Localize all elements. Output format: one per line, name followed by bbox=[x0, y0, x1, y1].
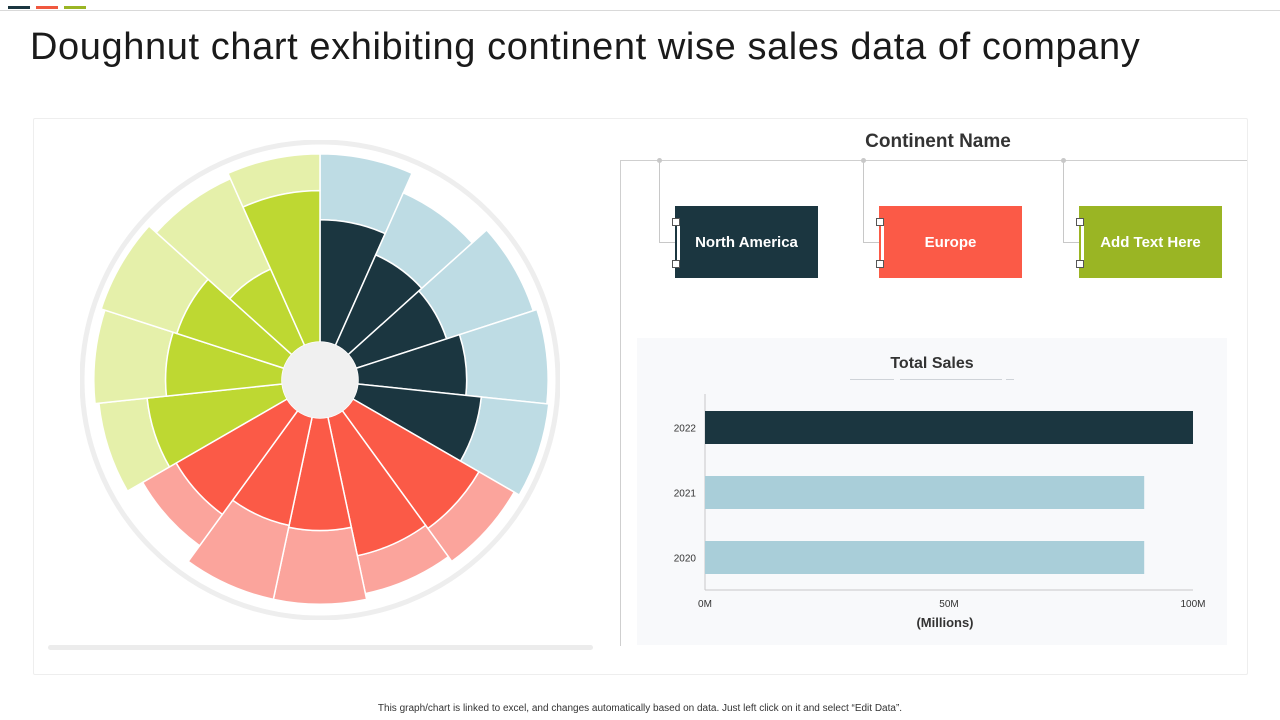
top-accent-bar bbox=[0, 0, 100, 10]
accent-green bbox=[64, 6, 86, 9]
legend-title: Continent Name bbox=[865, 131, 1011, 152]
chart-panel bbox=[33, 118, 1248, 675]
x-tick-label-2: 100M bbox=[1180, 599, 1205, 610]
legend-item-north-america[interactable]: North America bbox=[672, 206, 818, 278]
legend-connector-3 bbox=[1061, 158, 1080, 243]
selection-handle-bottom[interactable] bbox=[1076, 260, 1084, 268]
legend-label-north-america: North America bbox=[695, 233, 798, 251]
top-divider bbox=[0, 10, 1280, 11]
x-tick-label-1: 50M bbox=[939, 599, 958, 610]
bar-chart-title: Total Sales bbox=[890, 355, 974, 372]
sunburst-center-hole bbox=[282, 342, 358, 418]
bar-2022[interactable] bbox=[705, 411, 1193, 444]
legend-item-europe[interactable]: Europe bbox=[876, 206, 1022, 278]
legend-frame bbox=[620, 160, 1247, 646]
legend-connector-1 bbox=[657, 158, 676, 243]
x-tick-label-0: 0M bbox=[698, 599, 712, 610]
selection-handle-bottom[interactable] bbox=[876, 260, 884, 268]
bar-2021[interactable] bbox=[705, 476, 1145, 509]
legend-label-europe: Europe bbox=[924, 233, 977, 251]
sunburst-outer-segment-1-2[interactable] bbox=[272, 526, 368, 605]
total-sales-bar-chart[interactable]: 2022 2021 2020 0M 50M 100M (Millions) bbox=[637, 338, 1227, 645]
selection-handle-bottom[interactable] bbox=[672, 260, 680, 268]
title-underline-left bbox=[850, 379, 894, 380]
selection-handle-top[interactable] bbox=[672, 218, 680, 226]
legend-connector-2 bbox=[861, 158, 880, 243]
y-tick-label-2022: 2022 bbox=[674, 424, 697, 435]
title-underline-mid bbox=[900, 379, 1002, 380]
sunburst-chart[interactable] bbox=[80, 140, 560, 620]
accent-dark bbox=[8, 6, 30, 9]
selection-handle-bar bbox=[1081, 224, 1084, 264]
title-underline-right bbox=[1006, 379, 1014, 380]
total-sales-panel: Total Sales 2022 2021 2020 0M 50M 100M (Millio… bbox=[637, 338, 1227, 645]
chart-scroll-shadow bbox=[48, 645, 593, 650]
page-title: Doughnut chart exhibiting continent wise… bbox=[30, 26, 1141, 68]
selection-handle-top[interactable] bbox=[876, 218, 884, 226]
y-tick-label-2021: 2021 bbox=[674, 489, 697, 500]
selection-handle-bar bbox=[881, 224, 884, 264]
selection-handle-top[interactable] bbox=[1076, 218, 1084, 226]
legend-label-other: Add Text Here bbox=[1100, 233, 1201, 251]
y-tick-label-2020: 2020 bbox=[674, 554, 697, 565]
bar-2020[interactable] bbox=[705, 541, 1145, 574]
legend-item-other[interactable]: Add Text Here bbox=[1076, 206, 1222, 278]
footer-note: This graph/chart is linked to excel, and… bbox=[377, 703, 903, 714]
x-axis-label: (Millions) bbox=[916, 615, 973, 630]
accent-red bbox=[36, 6, 58, 9]
selection-handle-bar bbox=[677, 224, 680, 264]
